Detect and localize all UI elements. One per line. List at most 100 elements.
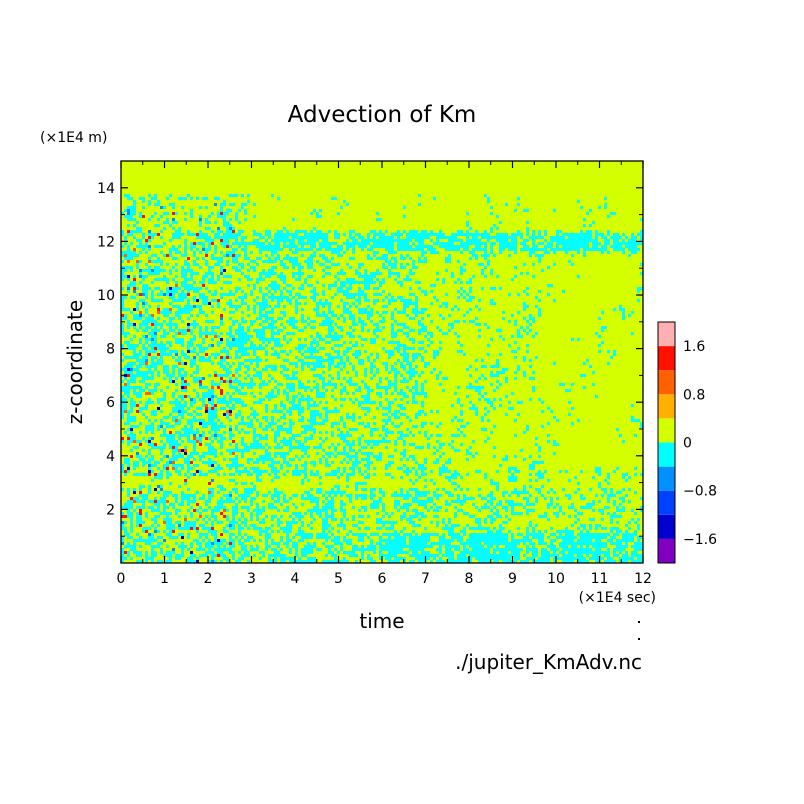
field-cell — [205, 221, 208, 224]
field-cell — [301, 242, 304, 245]
field-cell — [145, 287, 148, 290]
field-cell — [268, 473, 271, 476]
field-cell — [316, 383, 319, 386]
field-cell — [253, 485, 256, 488]
field-cell — [127, 554, 130, 557]
field-cell — [409, 236, 412, 239]
field-cell — [367, 242, 370, 245]
field-cell — [241, 203, 244, 206]
field-cell — [214, 326, 217, 329]
field-cell — [301, 536, 304, 539]
field-cell — [307, 266, 310, 269]
field-cell — [244, 254, 247, 257]
field-cell — [340, 437, 343, 440]
field-cell — [121, 386, 124, 389]
field-cell — [244, 533, 247, 536]
field-cell — [235, 377, 238, 380]
field-cell — [322, 233, 325, 236]
field-cell — [268, 425, 271, 428]
field-cell — [253, 284, 256, 287]
field-cell — [142, 497, 145, 500]
field-cell — [250, 278, 253, 281]
field-cell — [148, 338, 151, 341]
field-cell — [412, 293, 415, 296]
field-cell — [397, 350, 400, 353]
field-cell — [151, 260, 154, 263]
field-cell — [229, 254, 232, 257]
field-cell — [316, 500, 319, 503]
field-cell — [226, 374, 229, 377]
field-cell — [406, 380, 409, 383]
field-cell — [277, 356, 280, 359]
field-cell — [346, 350, 349, 353]
field-cell — [400, 239, 403, 242]
field-cell — [298, 302, 301, 305]
field-cell — [238, 347, 241, 350]
field-cell — [238, 209, 241, 212]
field-cell — [322, 245, 325, 248]
field-cell — [208, 482, 211, 485]
field-cell — [139, 239, 142, 242]
field-cell — [130, 416, 133, 419]
field-cell — [367, 395, 370, 398]
field-cell — [169, 350, 172, 353]
field-cell — [175, 422, 178, 425]
field-cell — [169, 374, 172, 377]
field-cell — [235, 287, 238, 290]
field-cell — [187, 470, 190, 473]
field-cell — [169, 239, 172, 242]
field-cell — [346, 263, 349, 266]
field-cell — [199, 335, 202, 338]
field-cell — [211, 293, 214, 296]
field-cell — [274, 440, 277, 443]
field-cell — [355, 494, 358, 497]
field-cell — [151, 254, 154, 257]
field-cell — [163, 329, 166, 332]
field-cell — [403, 305, 406, 308]
field-cell — [304, 230, 307, 233]
field-cell — [184, 284, 187, 287]
field-cell — [250, 548, 253, 551]
field-cell — [388, 401, 391, 404]
field-cell — [181, 449, 184, 452]
field-cell — [403, 503, 406, 506]
field-cell — [397, 545, 400, 548]
field-cell — [403, 470, 406, 473]
field-cell — [358, 404, 361, 407]
field-cell — [136, 317, 139, 320]
field-cell — [121, 296, 124, 299]
field-cell — [400, 434, 403, 437]
field-cell — [352, 368, 355, 371]
field-cell — [247, 374, 250, 377]
field-cell — [394, 362, 397, 365]
field-cell — [343, 437, 346, 440]
field-cell — [400, 518, 403, 521]
field-cell — [193, 323, 196, 326]
field-cell — [142, 359, 145, 362]
field-cell — [388, 464, 391, 467]
field-cell — [130, 215, 133, 218]
field-cell — [292, 236, 295, 239]
field-cell — [313, 500, 316, 503]
field-cell — [304, 431, 307, 434]
field-cell — [289, 524, 292, 527]
field-cell — [247, 536, 250, 539]
field-cell — [211, 422, 214, 425]
field-cell — [394, 425, 397, 428]
field-cell — [325, 515, 328, 518]
field-cell — [157, 287, 160, 290]
field-cell — [121, 548, 124, 551]
field-cell — [148, 320, 151, 323]
field-cell — [232, 203, 235, 206]
field-cell — [400, 488, 403, 491]
field-cell — [346, 311, 349, 314]
field-cell — [271, 506, 274, 509]
field-cell — [130, 323, 133, 326]
field-cell — [319, 509, 322, 512]
field-cell — [133, 362, 136, 365]
field-cell — [301, 254, 304, 257]
field-cell — [379, 545, 382, 548]
field-cell — [379, 281, 382, 284]
field-cell — [361, 245, 364, 248]
field-cell — [397, 236, 400, 239]
